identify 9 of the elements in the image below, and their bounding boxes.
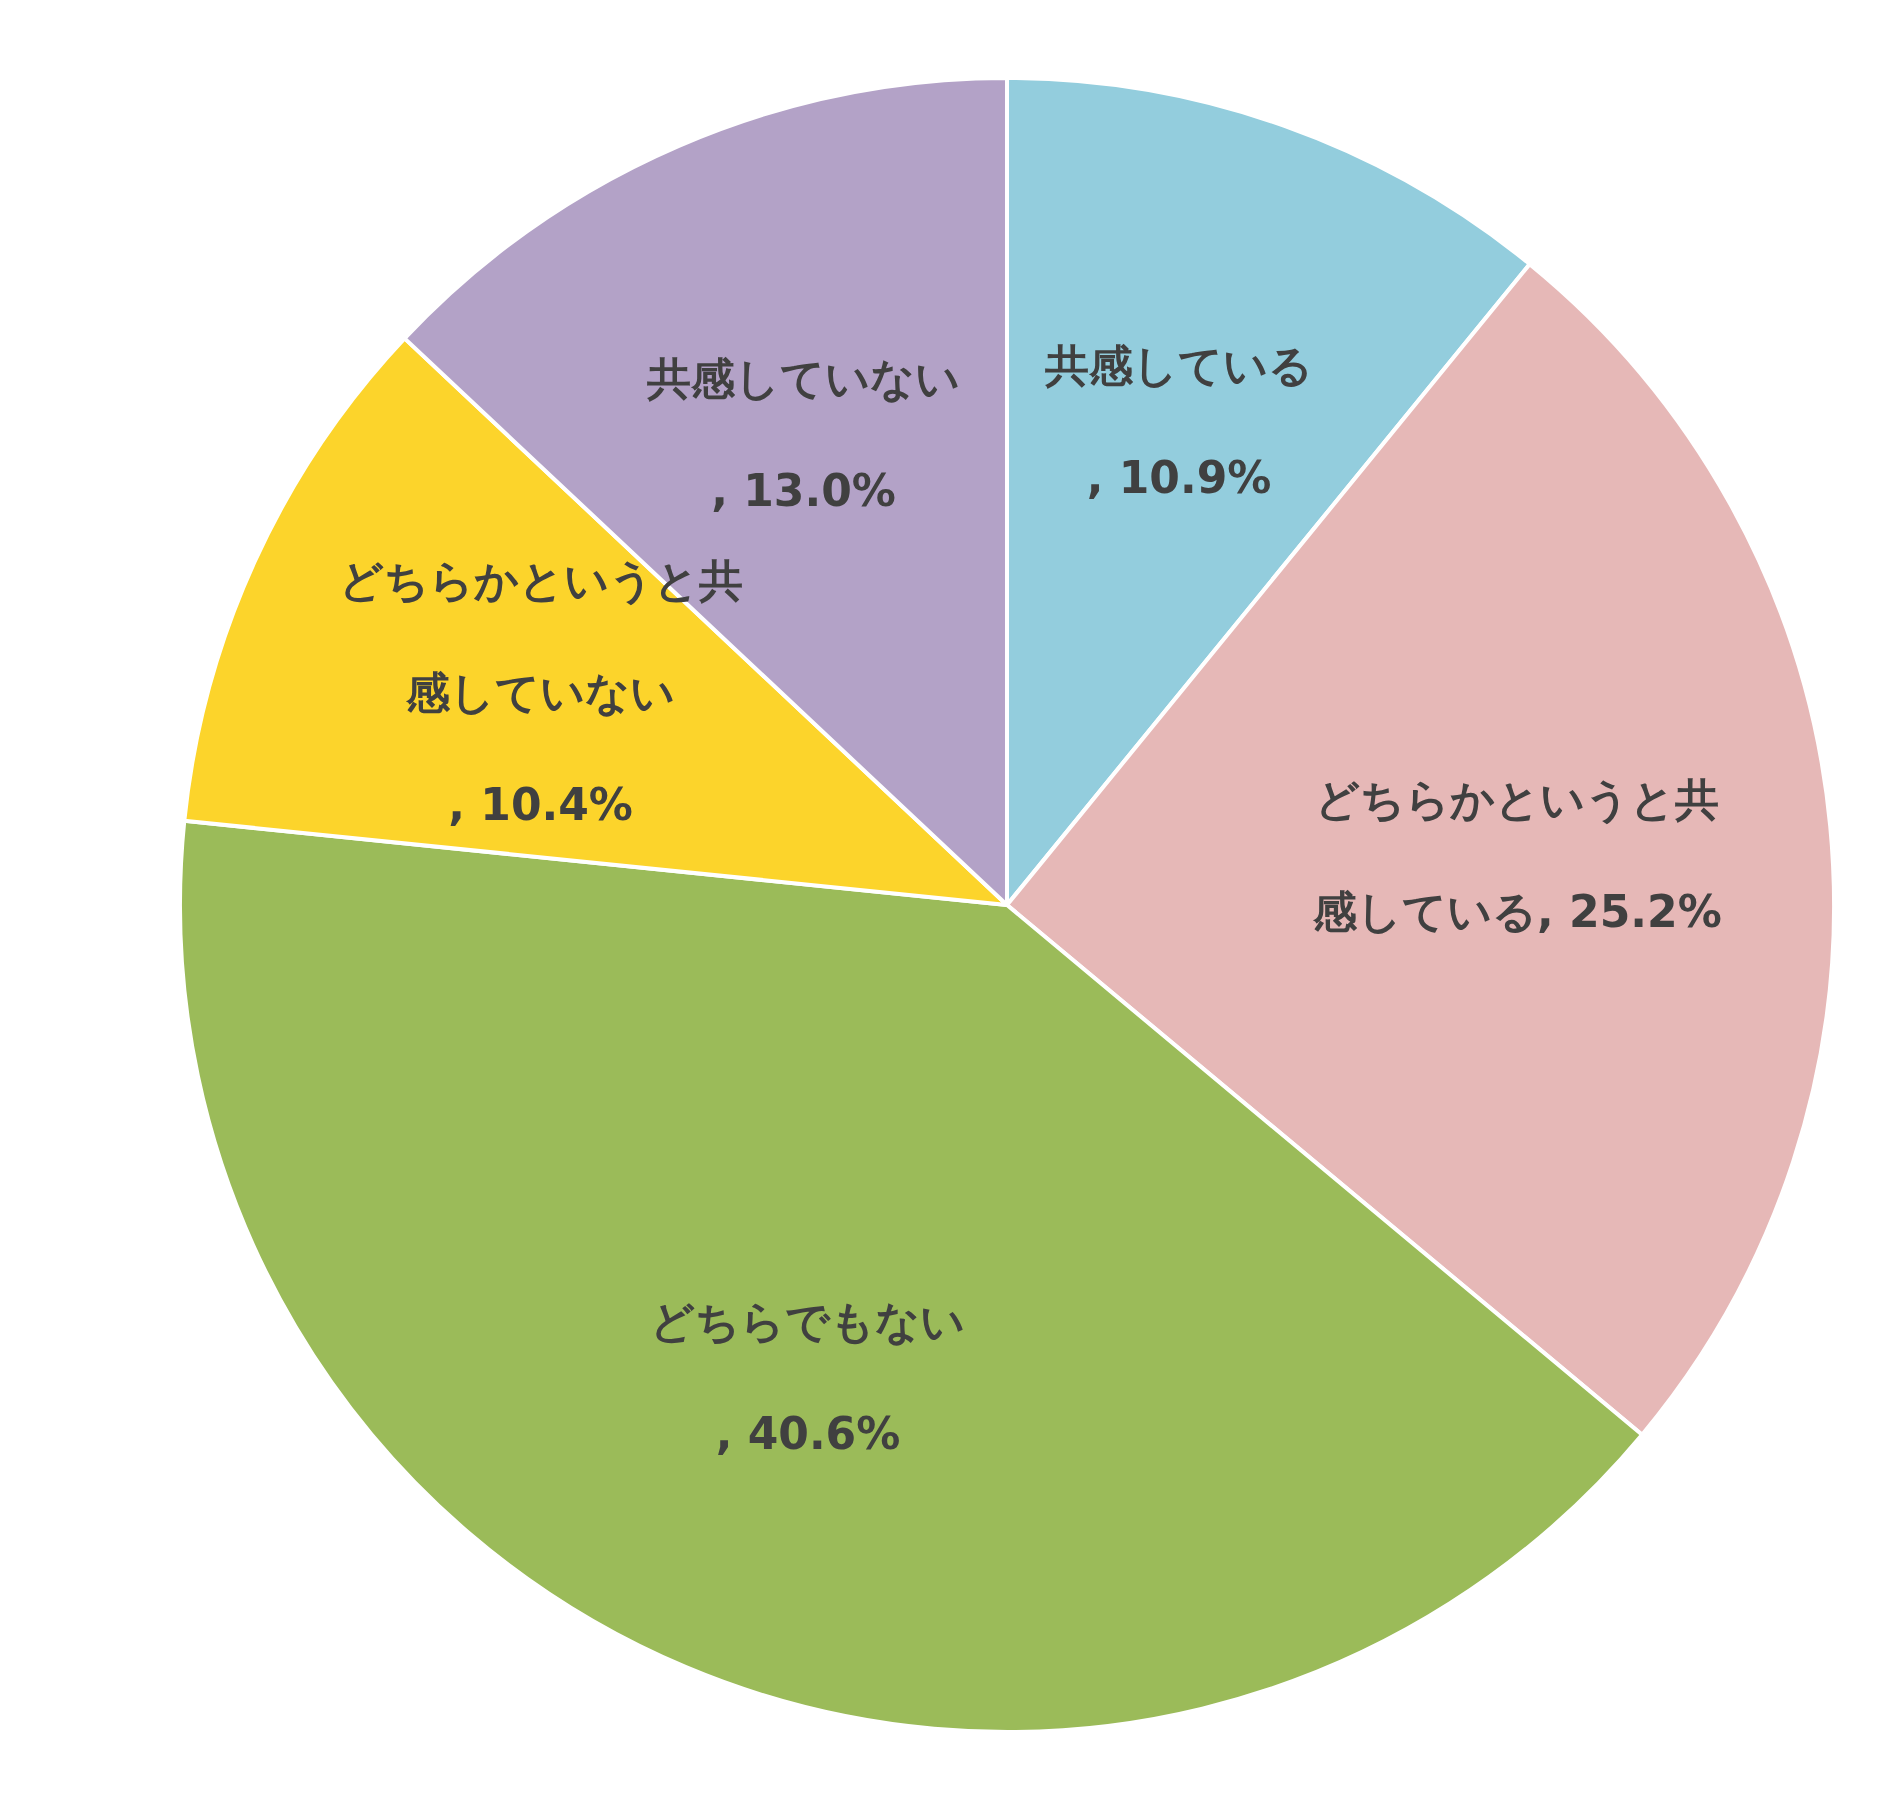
data-label: , 10.4% — [448, 778, 633, 830]
data-label: , 10.9% — [1086, 452, 1272, 504]
category-label: どちらかというと共感している, 25.2% — [1313, 774, 1722, 938]
slice-label: 共感している — [1044, 340, 1313, 392]
data-label: , 40.6% — [715, 1408, 901, 1460]
slice-label: 共感していない — [646, 352, 961, 404]
category-label: どちらかというと共感していない — [338, 554, 743, 718]
data-label: , 13.0% — [711, 464, 896, 516]
slice-label: どちらでもない — [650, 1296, 966, 1348]
